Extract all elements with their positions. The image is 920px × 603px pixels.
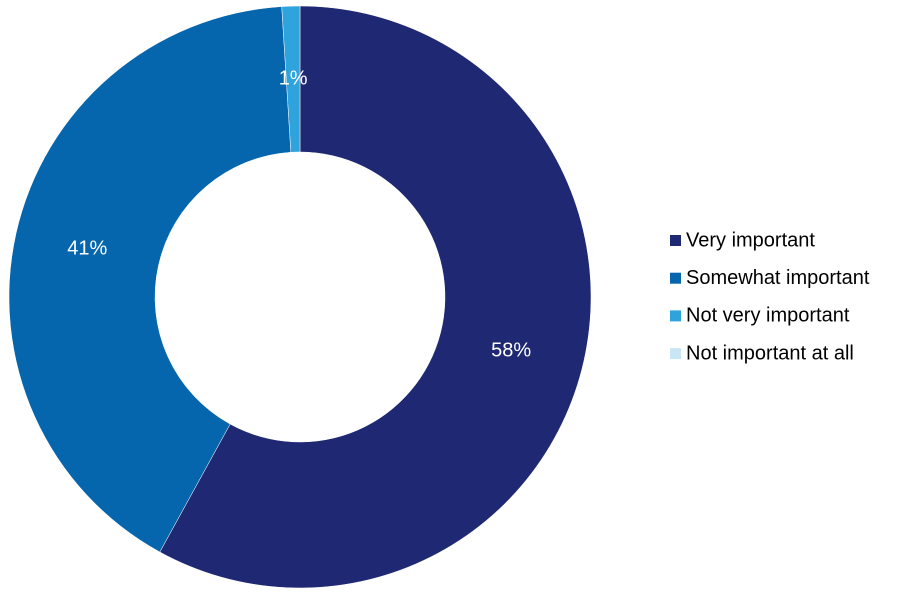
data-label: 58%: [491, 339, 531, 361]
legend-label: Somewhat important: [686, 267, 870, 289]
legend-swatch: [670, 310, 681, 322]
legend-swatch: [670, 235, 681, 246]
donut-slice: [159, 5, 592, 589]
legend-label: Not very important: [686, 305, 850, 327]
donut-slice: [281, 5, 301, 153]
data-label: 41%: [67, 238, 107, 260]
data-label: 1%: [279, 67, 308, 89]
legend-swatch: [670, 348, 681, 360]
legend-label: Not important at all: [686, 342, 854, 364]
legend-label: Very important: [686, 229, 815, 251]
donut-slice: [8, 6, 292, 553]
legend-swatch: [670, 272, 681, 284]
